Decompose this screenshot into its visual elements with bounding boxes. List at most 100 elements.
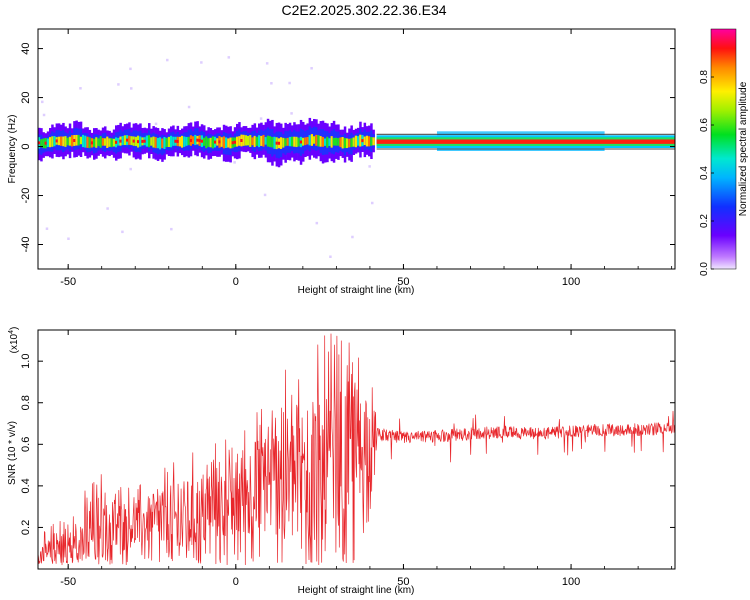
heatmap-cell	[249, 135, 252, 147]
heatmap-cell	[218, 140, 222, 144]
heatmap-cell	[317, 135, 320, 147]
snr-panel: -50 0 50 100 0.2 0.4 0.6 0.8 1.0 Height of stra…	[7, 327, 676, 596]
heatmap-cell	[130, 136, 133, 146]
heatmap-cell	[132, 139, 136, 143]
heatmap-cell	[365, 135, 369, 147]
spectrogram-x-label: Height of straight line (km)	[298, 285, 415, 296]
x-tick-label: 0	[233, 276, 239, 288]
heatmap-cell	[181, 135, 184, 148]
heatmap-cell	[343, 138, 347, 149]
heatmap-cell	[200, 139, 204, 143]
heatmap-cell	[152, 136, 155, 148]
heatmap-noise-cell	[259, 117, 263, 120]
figure-title: C2E2.2025.302.22.36.E34	[281, 2, 446, 18]
heatmap-cell	[363, 136, 367, 146]
y-tick-label: 0.4	[20, 478, 32, 493]
heatmap-cell	[273, 136, 276, 149]
colorbar-tick-label: 0.8	[699, 70, 710, 84]
colorbar-ticks: 0.0 0.2 0.4 0.6 0.8	[699, 70, 714, 276]
heatmap-cell	[203, 137, 206, 146]
heatmap-cell	[211, 136, 215, 149]
snr-y-scale-prefix: (x10	[9, 333, 20, 353]
heatmap-cell	[192, 136, 195, 145]
heatmap-cell	[260, 135, 263, 146]
heatmap-cell	[229, 137, 232, 149]
heatmap-cell	[370, 137, 373, 146]
heatmap-cell	[255, 136, 259, 146]
heatmap-cell	[154, 137, 158, 149]
heatmap-cell	[244, 135, 248, 146]
heatmap-cell	[101, 138, 105, 146]
heatmap-cell	[86, 136, 89, 148]
heatmap-cell	[55, 139, 59, 143]
heatmap-cell	[134, 136, 138, 147]
heatmap-cell	[308, 135, 312, 146]
y-tick-label: 40	[20, 42, 32, 54]
spectrogram-frame	[37, 28, 676, 270]
heatmap-cell	[42, 138, 45, 149]
heatmap-cell	[251, 137, 254, 146]
heatmap-noise-cell	[170, 227, 173, 231]
heatmap-cell	[264, 136, 268, 145]
heatmap-cell	[330, 136, 334, 148]
heatmap-noise-cell	[154, 122, 158, 126]
heatmap-noise-cell	[106, 207, 109, 210]
heatmap-cell	[302, 137, 305, 146]
x-tick-label: 0	[233, 576, 239, 588]
heatmap-cell	[64, 136, 67, 147]
heatmap-noise-cell	[368, 165, 371, 168]
heatmap-cell	[238, 136, 241, 146]
heatmap-cell	[79, 136, 83, 145]
heatmap-cell	[339, 137, 342, 148]
heatmap-cell	[60, 136, 63, 146]
heatmap-cell	[220, 137, 224, 147]
heatmap-cell	[161, 138, 164, 149]
heatmap-noise-cell	[351, 235, 354, 239]
heatmap-noise-cell	[121, 230, 124, 234]
heatmap-cell	[280, 137, 283, 149]
heatmap-cell	[258, 135, 261, 148]
svg-text:(x104): (x104)	[8, 327, 20, 354]
snr-y-label: SNR (10 * v/v)	[7, 421, 18, 485]
heatmap-noise-cell	[233, 161, 236, 164]
heatmap-cell	[112, 138, 116, 147]
heatmap-cell	[319, 136, 323, 147]
heatmap-cell	[277, 141, 281, 145]
heatmap-cell	[106, 136, 109, 148]
spectrogram-y-ticks: -40 -20 0 20 40	[20, 42, 675, 252]
heatmap-cell	[335, 137, 338, 146]
heatmap-cell	[73, 138, 77, 142]
y-tick-label: 0.2	[20, 520, 32, 535]
heatmap-cell	[284, 138, 287, 147]
heatmap-noise-cell	[288, 81, 291, 85]
heatmap-cell	[38, 141, 42, 145]
heatmap-cell	[44, 141, 48, 145]
heatmap-cell	[233, 140, 237, 144]
heatmap-cell	[66, 137, 70, 146]
heatmap-cell	[346, 138, 349, 149]
heatmap-cell	[141, 139, 145, 143]
heatmap-cell	[126, 138, 130, 142]
heatmap-noise-cell	[67, 237, 70, 240]
heatmap-cell	[97, 138, 100, 147]
snr-y-scale-exponent: 4	[8, 330, 15, 334]
heatmap-cell	[372, 137, 375, 146]
heatmap-cell	[178, 136, 182, 147]
heatmap-cell	[297, 137, 301, 147]
heatmap-cell	[247, 135, 250, 146]
heatmap-cell	[62, 136, 65, 147]
heatmap-noise-cell	[79, 87, 82, 90]
heatmap-noise-cell	[263, 193, 267, 197]
spectrogram-panel: -50 0 50 100 -40 -20 0 20 40 Height of straight…	[7, 28, 676, 296]
heatmap-cell	[88, 137, 92, 149]
heatmap-cell	[148, 135, 151, 148]
heatmap-cell	[225, 137, 228, 149]
heatmap-cell	[324, 138, 327, 146]
heatmap-cell	[172, 136, 175, 146]
heatmap-cell	[350, 138, 353, 148]
heatmap-cell	[354, 135, 358, 148]
heatmap-cell	[332, 137, 336, 146]
heatmap-cell	[436, 131, 605, 136]
y-tick-label: -20	[20, 188, 32, 204]
colorbar-tick-label: 0.0	[699, 262, 710, 276]
